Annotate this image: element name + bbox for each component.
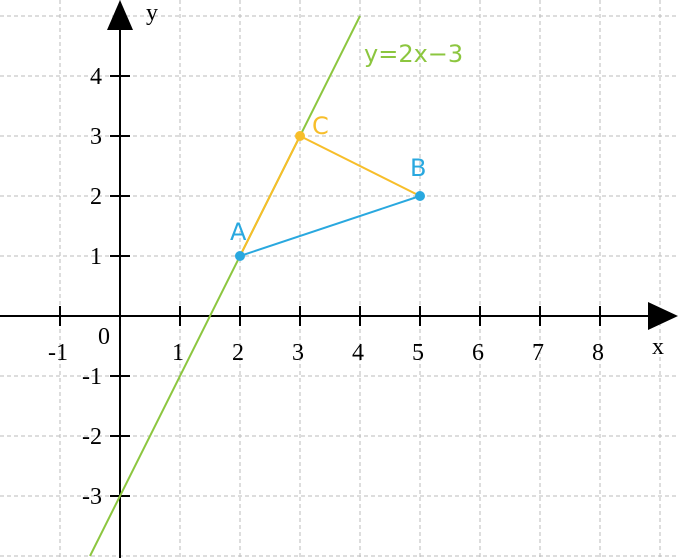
y-arrow [107, 0, 133, 30]
y-tick-label: -1 [82, 364, 102, 390]
x-arrow [648, 302, 678, 330]
segment [239, 135, 301, 257]
point-label: A [230, 218, 247, 246]
function-line [89, 15, 361, 557]
x-tick-label: 7 [532, 340, 544, 366]
x-tick-label: 4 [352, 340, 364, 366]
x-tick-label: 6 [472, 340, 484, 366]
point [415, 191, 425, 201]
x-tick-label: 5 [412, 340, 424, 366]
y-axis-label: y [146, 0, 158, 26]
y-tick-label: 1 [90, 244, 102, 270]
point-label: B [410, 154, 426, 182]
origin-label: 0 [98, 324, 110, 350]
x-tick-label: 2 [232, 340, 244, 366]
x-axis-label: x [652, 334, 664, 360]
y-tick-label: 2 [90, 184, 102, 210]
x-tick-label: 3 [292, 340, 304, 366]
y-tick-label: -3 [82, 484, 102, 510]
segment [299, 135, 421, 197]
function-label: y=2x−3 [364, 40, 463, 68]
x-tick-label: 1 [172, 340, 184, 366]
x-tick-label: 8 [592, 340, 604, 366]
y-tick-label: -2 [82, 424, 102, 450]
segment [239, 195, 421, 257]
y-tick-label: 4 [90, 64, 102, 90]
point [235, 251, 245, 261]
point-label: C [312, 112, 329, 140]
x-tick-label: -1 [48, 340, 68, 366]
point [295, 131, 305, 141]
y-tick-label: 3 [90, 124, 102, 150]
